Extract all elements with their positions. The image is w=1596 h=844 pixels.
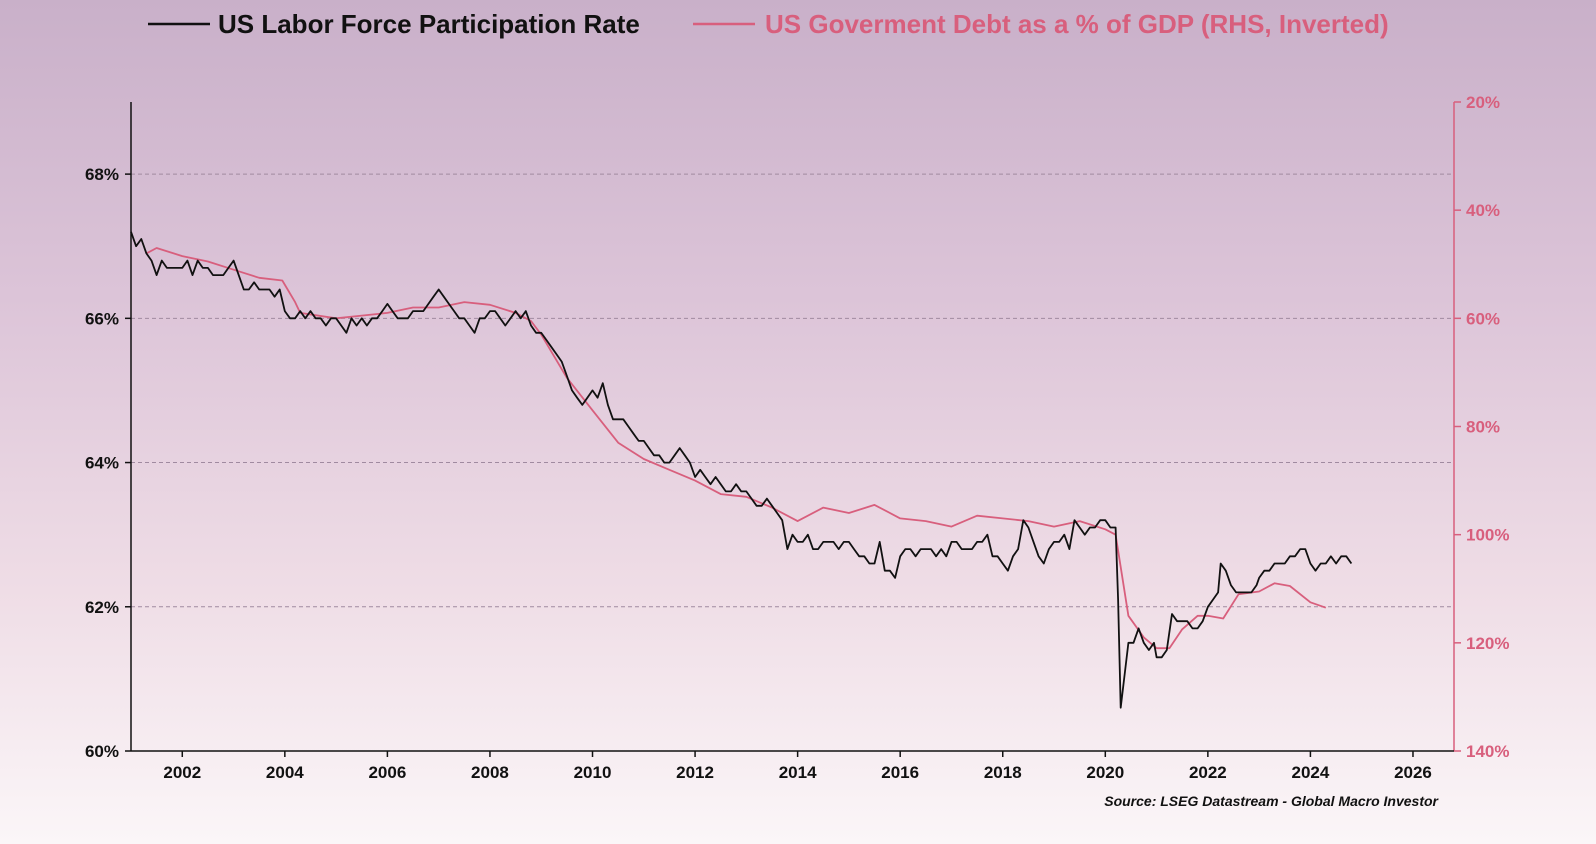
x-tick-label: 2012: [676, 763, 714, 782]
x-tick-label: 2024: [1292, 763, 1330, 782]
series-line-lfpr: [130, 231, 1353, 709]
x-tick-label: 2006: [368, 763, 406, 782]
right-tick-label: 40%: [1466, 201, 1500, 220]
left-tick-label: 64%: [85, 454, 119, 473]
x-tick-label: 2002: [163, 763, 201, 782]
x-tick-label: 2026: [1394, 763, 1432, 782]
left-tick-label: 60%: [85, 742, 119, 761]
x-tick-label: 2014: [779, 763, 817, 782]
series-line-debt: [145, 247, 1327, 650]
x-tick-label: 2010: [574, 763, 612, 782]
left-tick-label: 62%: [85, 598, 119, 617]
x-tick-label: 2008: [471, 763, 509, 782]
left-axis-ticks: 60% 62% 64% 66% 68%: [85, 165, 131, 761]
right-tick-label: 120%: [1466, 634, 1509, 653]
x-tick-label: 2020: [1086, 763, 1124, 782]
right-tick-label: 100%: [1466, 526, 1509, 545]
axes: [130, 102, 1455, 752]
right-axis-ticks: 20% 40% 60% 80% 100% 120% 140%: [1454, 93, 1509, 761]
right-tick-label: 60%: [1466, 309, 1500, 328]
x-axis-ticks: 2002 2004 2006 2008 2010 2012 2014 2016 2018 2020…: [163, 751, 1432, 782]
source-note: Source: LSEG Datastream - Global Macro I…: [1104, 793, 1439, 809]
legend: US Labor Force Participation Rate US Gov…: [148, 9, 1389, 39]
x-tick-label: 2016: [881, 763, 919, 782]
x-tick-label: 2004: [266, 763, 304, 782]
legend-label-lfpr: US Labor Force Participation Rate: [218, 9, 640, 39]
x-tick-label: 2018: [984, 763, 1022, 782]
x-tick-label: 2022: [1189, 763, 1227, 782]
left-tick-label: 66%: [85, 309, 119, 328]
right-tick-label: 20%: [1466, 93, 1500, 112]
grid: [131, 173, 1454, 608]
right-tick-label: 140%: [1466, 742, 1509, 761]
series: [130, 231, 1353, 709]
right-tick-label: 80%: [1466, 418, 1500, 437]
legend-label-debt: US Goverment Debt as a % of GDP (RHS, In…: [765, 9, 1389, 39]
left-tick-label: 68%: [85, 165, 119, 184]
